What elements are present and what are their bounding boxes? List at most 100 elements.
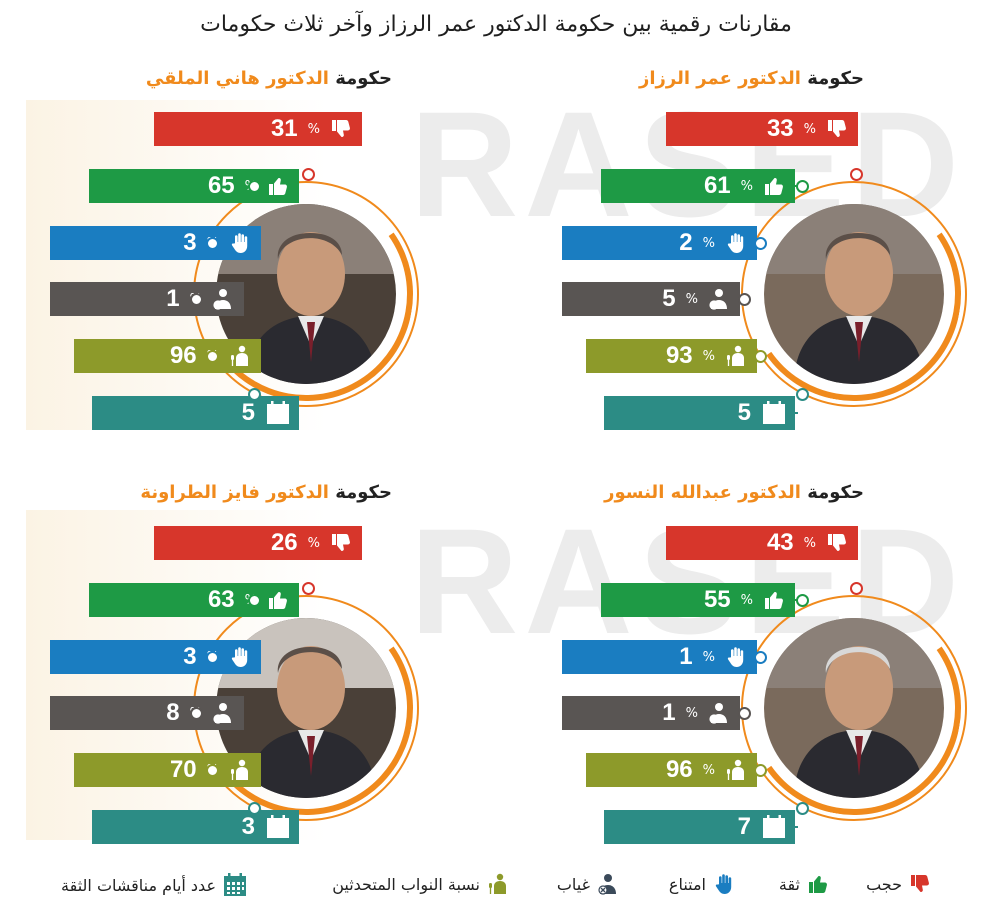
speaker-icon xyxy=(723,757,749,783)
connector-dot xyxy=(302,582,315,595)
stat-value: 96 xyxy=(665,756,693,783)
legend-item: امتناع xyxy=(669,872,736,896)
raised-hand-icon xyxy=(712,872,736,896)
confidence-bar: 65% xyxy=(89,169,299,203)
stat-value: 3 xyxy=(183,229,197,256)
thumbs-down-icon xyxy=(824,116,850,142)
thumbs-down-icon xyxy=(908,872,932,896)
page-title: مقارنات رقمية بين حكومة الدكتور عمر الرز… xyxy=(200,12,792,37)
abstain-bar: 3% xyxy=(50,640,261,674)
government-title: حكومة الدكتور هاني الملقي xyxy=(146,68,392,89)
percent-sign: % xyxy=(685,705,698,721)
connector-dot xyxy=(190,293,203,306)
stat-value: 5 xyxy=(241,399,255,426)
abstain-bar: 2% xyxy=(562,226,757,260)
connector-line xyxy=(795,826,798,828)
speaker-icon xyxy=(486,872,510,896)
connector-dot xyxy=(302,168,315,181)
raised-hand-icon xyxy=(723,230,749,256)
stat-value: 5 xyxy=(737,399,751,426)
connector-dot xyxy=(796,180,809,193)
connector-dot xyxy=(796,802,809,815)
legend-item: حجب xyxy=(866,872,932,896)
title-prefix: حكومة xyxy=(800,68,864,89)
absent-person-icon xyxy=(706,700,732,726)
absent-bar: 5% xyxy=(562,282,740,316)
confidence-bar: 61% xyxy=(601,169,795,203)
government-panel: حكومة الدكتور هاني الملقي 31%65%3%1%96%5 xyxy=(0,68,496,488)
speaker-icon xyxy=(723,343,749,369)
stat-value: 3 xyxy=(241,813,255,840)
speakers-bar: 93% xyxy=(586,339,757,373)
stat-value: 61 xyxy=(703,172,731,199)
absent-person-icon xyxy=(210,700,236,726)
title-name: عمر الرزاز xyxy=(639,68,739,89)
percent-sign: % xyxy=(685,291,698,307)
legend-item: ثقة xyxy=(779,872,830,896)
connector-dot xyxy=(248,180,261,193)
debate-days-bar: 7 xyxy=(604,810,795,844)
government-title: حكومة الدكتور عبدالله النسور xyxy=(604,482,864,503)
no-confidence-bar: 33% xyxy=(666,112,858,146)
thumbs-up-icon xyxy=(761,173,787,199)
government-title: حكومة الدكتور فايز الطراونة xyxy=(140,482,392,503)
stat-value: 1 xyxy=(166,285,180,312)
percent-sign: % xyxy=(702,348,715,364)
connector-dot xyxy=(754,350,767,363)
stat-value: 2 xyxy=(679,229,693,256)
no-confidence-bar: 43% xyxy=(666,526,858,560)
thumbs-up-icon xyxy=(806,872,830,896)
speakers-bar: 96% xyxy=(586,753,757,787)
legend-item: عدد أيام مناقشات الثقة xyxy=(61,872,248,898)
stat-value: 31 xyxy=(270,115,298,142)
connector-dot xyxy=(796,388,809,401)
connector-dot xyxy=(206,651,219,664)
percent-sign: % xyxy=(702,235,715,251)
no-confidence-bar: 31% xyxy=(154,112,362,146)
legend-label: نسبة النواب المتحدثين xyxy=(332,874,480,894)
calendar-icon xyxy=(265,400,291,426)
connector-dot xyxy=(206,237,219,250)
connector-dot xyxy=(190,707,203,720)
thumbs-up-icon xyxy=(761,587,787,613)
title-name: فايز الطراونة xyxy=(140,482,267,503)
stat-value: 1 xyxy=(662,699,676,726)
legend-label: امتناع xyxy=(668,874,706,894)
connector-line xyxy=(795,412,798,414)
legend-label: ثقة xyxy=(778,874,800,894)
title-highlight: الدكتور xyxy=(738,482,801,503)
stat-value: 33 xyxy=(766,115,794,142)
percent-sign: % xyxy=(803,535,816,551)
legend-item: نسبة النواب المتحدثين xyxy=(332,872,510,896)
thumbs-up-icon xyxy=(265,173,291,199)
absent-bar: 1% xyxy=(562,696,740,730)
title-highlight: الدكتور xyxy=(266,482,329,503)
government-title: حكومة الدكتور عمر الرزاز xyxy=(639,68,864,89)
raised-hand-icon xyxy=(227,644,253,670)
legend-label: عدد أيام مناقشات الثقة xyxy=(61,875,216,895)
percent-sign: % xyxy=(307,535,320,551)
government-panel: حكومة الدكتور عمر الرزاز 33% 61% 2% 5% 93% 5 xyxy=(496,68,992,488)
portrait-photo xyxy=(764,204,944,384)
government-panel: حكومة الدكتور عبدالله النسور 43% 55% 1% 1% 9… xyxy=(496,482,992,902)
percent-sign: % xyxy=(702,649,715,665)
connector-dot xyxy=(248,802,261,815)
stat-value: 3 xyxy=(183,643,197,670)
connector-dot xyxy=(850,168,863,181)
stat-value: 96 xyxy=(169,342,197,369)
connector-dot xyxy=(754,237,767,250)
legend-label: حجب xyxy=(866,874,902,894)
legend-item: غياب xyxy=(557,872,620,896)
thumbs-down-icon xyxy=(328,530,354,556)
connector-dot xyxy=(206,764,219,777)
absent-bar: 8% xyxy=(50,696,244,730)
stat-value: 1 xyxy=(679,643,693,670)
connector-dot xyxy=(206,350,219,363)
confidence-bar: 63% xyxy=(89,583,299,617)
connector-dot xyxy=(738,707,751,720)
percent-sign: % xyxy=(740,592,753,608)
debate-days-bar: 5 xyxy=(604,396,795,430)
title-name: عبدالله النسور xyxy=(604,482,739,503)
calendar-icon xyxy=(761,814,787,840)
connector-dot xyxy=(754,764,767,777)
